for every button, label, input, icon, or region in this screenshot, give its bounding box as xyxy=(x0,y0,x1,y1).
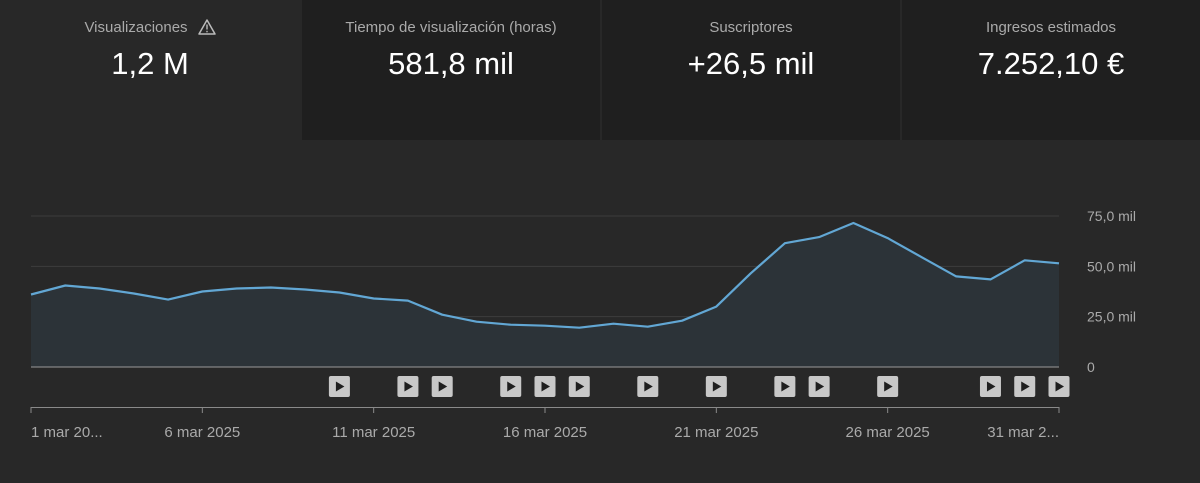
data-point[interactable] xyxy=(645,324,651,330)
data-point[interactable] xyxy=(302,286,308,292)
play-icon xyxy=(986,381,996,392)
video-marker[interactable] xyxy=(808,376,830,397)
metrics-bar: Visualizaciones 1,2 M Tiempo de visualiz… xyxy=(0,0,1200,140)
metric-label-row: Ingresos estimados xyxy=(986,17,1116,37)
data-point[interactable] xyxy=(473,319,479,325)
video-marker[interactable] xyxy=(534,376,556,397)
metric-card-watch-time[interactable]: Tiempo de visualización (horas) 581,8 mi… xyxy=(300,0,600,140)
metric-label-row: Suscriptores xyxy=(709,17,792,37)
x-tick-label: 6 mar 2025 xyxy=(164,424,240,441)
data-point[interactable] xyxy=(405,298,411,304)
chart-area: 0 25,0 mil 50,0 mil 75,0 mil 1 mar 20... 6 ma… xyxy=(0,140,1200,478)
metric-value-subscribers: +26,5 mil xyxy=(687,46,815,81)
data-point[interactable] xyxy=(199,289,205,295)
play-icon xyxy=(781,381,790,392)
data-point[interactable] xyxy=(97,285,103,291)
data-point[interactable] xyxy=(336,290,342,296)
y-tick-label: 75,0 mil xyxy=(1087,208,1136,224)
metric-label-revenue: Ingresos estimados xyxy=(985,18,1117,36)
video-marker[interactable] xyxy=(637,376,659,397)
data-point[interactable] xyxy=(131,291,137,297)
data-point[interactable] xyxy=(611,321,617,327)
data-point[interactable] xyxy=(1056,260,1062,266)
x-tick-label: 1 mar 20... xyxy=(31,424,103,441)
data-point[interactable] xyxy=(28,292,34,298)
metric-card-views[interactable]: Visualizaciones 1,2 M xyxy=(0,0,300,140)
play-icon xyxy=(507,381,516,392)
data-point[interactable] xyxy=(1022,257,1028,263)
metric-label-row: Tiempo de visualización (horas) xyxy=(345,17,556,37)
data-point[interactable] xyxy=(165,297,171,303)
series-area xyxy=(31,223,1059,367)
series-line xyxy=(30,221,1060,329)
play-icon xyxy=(541,381,550,392)
metric-label-watch-time: Tiempo de visualización (horas) xyxy=(345,18,557,36)
data-point[interactable] xyxy=(782,240,788,246)
metric-card-subscribers[interactable]: Suscriptores +26,5 mil xyxy=(600,0,900,140)
play-icon xyxy=(1055,381,1064,392)
data-point[interactable] xyxy=(748,270,754,276)
data-point[interactable] xyxy=(439,312,445,318)
x-tick-label: 21 mar 2025 xyxy=(674,424,758,441)
y-tick-label: 25,0 mil xyxy=(1087,309,1136,325)
video-marker[interactable] xyxy=(1048,376,1070,397)
metric-label-row: Visualizaciones xyxy=(84,17,216,37)
data-point[interactable] xyxy=(542,323,548,329)
y-tick-label: 50,0 mil xyxy=(1087,258,1136,274)
data-point[interactable] xyxy=(850,220,856,226)
data-point[interactable] xyxy=(679,318,685,324)
video-marker[interactable] xyxy=(500,376,522,397)
y-tick-label: 0 xyxy=(1087,359,1095,375)
data-point[interactable] xyxy=(62,282,68,288)
data-point[interactable] xyxy=(953,273,959,279)
metric-value-views: 1,2 M xyxy=(111,46,189,81)
video-marker[interactable] xyxy=(705,376,727,397)
warning-icon[interactable] xyxy=(197,18,216,36)
data-point[interactable] xyxy=(816,234,822,240)
data-point[interactable] xyxy=(576,325,582,331)
data-point[interactable] xyxy=(885,235,891,241)
data-point[interactable] xyxy=(919,254,925,260)
metric-label-subscribers: Suscriptores xyxy=(709,18,793,36)
data-point[interactable] xyxy=(508,322,514,328)
data-point[interactable] xyxy=(268,284,274,290)
data-point[interactable] xyxy=(371,296,377,302)
play-icon xyxy=(644,381,653,392)
metric-value-watch-time: 581,8 mil xyxy=(388,46,514,81)
video-marker[interactable] xyxy=(568,376,590,397)
video-marker[interactable] xyxy=(431,376,453,397)
views-chart: 0 25,0 mil 50,0 mil 75,0 mil 1 mar 20... 6 ma… xyxy=(28,208,1136,441)
play-icon xyxy=(884,381,893,392)
x-tick-label: 11 mar 2025 xyxy=(332,424,415,441)
play-icon xyxy=(815,381,825,392)
metric-value-revenue: 7.252,10 € xyxy=(977,46,1125,81)
play-icon xyxy=(335,381,345,392)
x-tick-label: 16 mar 2025 xyxy=(503,424,587,441)
play-icon xyxy=(404,381,413,392)
play-icon xyxy=(1021,381,1030,392)
x-tick-label: 31 mar 2... xyxy=(987,424,1059,441)
video-marker[interactable] xyxy=(328,376,350,397)
data-point[interactable] xyxy=(987,276,993,282)
video-marker[interactable] xyxy=(979,376,1001,397)
play-icon xyxy=(438,381,448,392)
video-marker[interactable] xyxy=(877,376,899,397)
metric-label-views: Visualizaciones xyxy=(84,18,188,36)
x-tick-label: 26 mar 2025 xyxy=(846,424,930,441)
video-marker[interactable] xyxy=(774,376,796,397)
metric-card-revenue[interactable]: Ingresos estimados 7.252,10 € xyxy=(900,0,1200,140)
data-point[interactable] xyxy=(234,285,240,291)
video-marker[interactable] xyxy=(397,376,419,397)
play-icon xyxy=(712,381,722,392)
play-icon xyxy=(575,381,585,392)
video-marker[interactable] xyxy=(1014,376,1036,397)
data-point[interactable] xyxy=(713,304,719,310)
